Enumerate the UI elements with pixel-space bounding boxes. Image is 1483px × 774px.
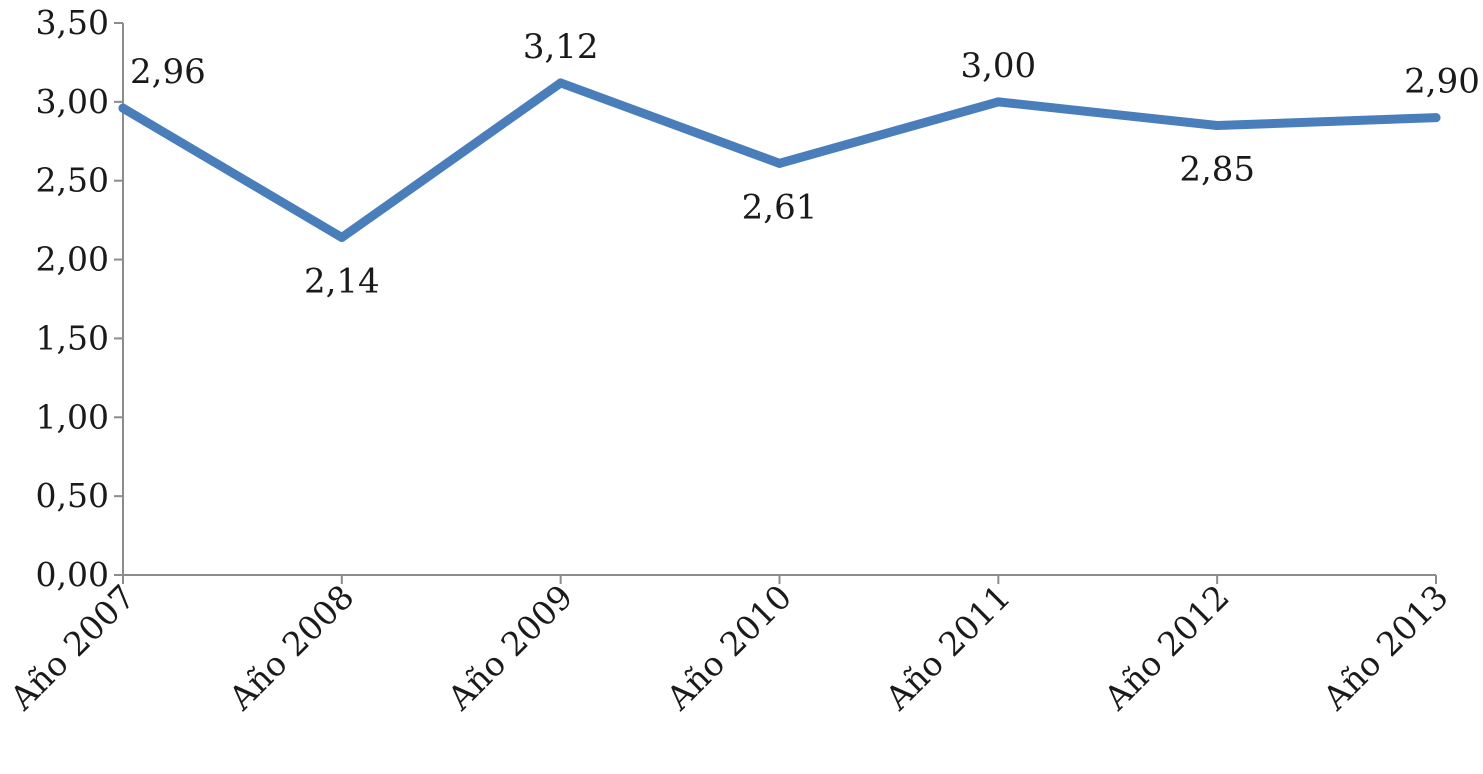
data-label: 2,90 [1404,62,1480,102]
y-tick-label: 2,00 [36,240,109,279]
labels-layer: 2,96 2,14 3,12 2,61 3,00 2,85 2,90 [130,27,1480,302]
data-point [1431,113,1441,123]
y-tick-label: 2,50 [36,161,109,200]
data-label: 2,14 [304,261,380,301]
y-tick-label: 0,00 [36,555,109,594]
data-point [337,232,347,242]
series-layer [118,78,1441,242]
data-label: 3,00 [960,46,1036,86]
x-tick-label: Año 2008 [220,577,361,718]
x-tick-label: Año 2013 [1315,577,1456,718]
x-tick-label: Año 2012 [1096,577,1237,718]
y-tick-label: 3,00 [36,82,109,121]
data-label: 2,61 [742,187,818,227]
data-point [775,158,784,168]
x-tick-label: Año 2007 [2,577,143,718]
y-tick-label: 0,50 [36,476,109,515]
data-label: 2,96 [130,52,206,92]
data-point [993,97,1003,107]
data-point [118,103,128,113]
y-tick-label: 1,00 [36,397,109,436]
data-label: 2,85 [1179,150,1255,190]
axes: 0,00 0,50 1,00 1,50 2,00 2,50 3,00 3,50 Año 2007… [2,3,1456,718]
x-tick-label: Año 2010 [658,577,799,718]
data-point [1212,121,1222,131]
y-tick-label: 3,50 [36,3,109,42]
data-label: 3,12 [523,27,599,67]
data-point [556,78,566,88]
x-tick-label: Año 2009 [439,577,580,718]
x-tick-label: Año 2011 [877,577,1018,718]
y-tick-label: 1,50 [36,318,109,357]
